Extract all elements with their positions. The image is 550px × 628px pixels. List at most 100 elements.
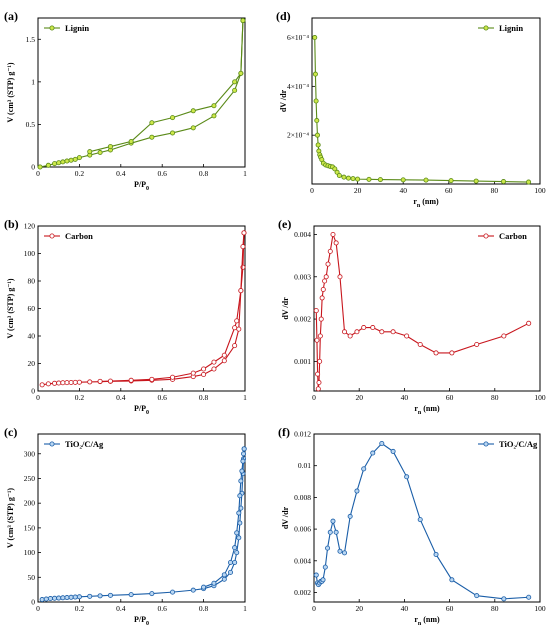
legend-marker: [483, 233, 489, 239]
data-point: [39, 597, 45, 603]
data-point: [60, 380, 66, 386]
data-point: [170, 115, 176, 121]
x-tick-label: 80: [491, 393, 499, 402]
x-tick-label: 60: [445, 186, 453, 195]
data-point: [72, 156, 78, 162]
data-point: [64, 158, 70, 164]
y-tick-label: 2×10⁻⁴: [287, 131, 309, 140]
x-tick-label: 0: [310, 186, 314, 195]
data-point: [325, 261, 331, 267]
data-point: [56, 160, 62, 166]
data-point: [312, 71, 318, 77]
data-point: [337, 548, 343, 554]
y-tick-label: 50: [28, 573, 36, 582]
plot-frame: [37, 225, 246, 392]
data-point: [234, 318, 240, 324]
data-point: [76, 379, 82, 385]
data-point: [341, 174, 347, 180]
data-point: [313, 572, 319, 578]
legend-marker: [49, 25, 55, 31]
data-point: [377, 177, 383, 183]
data-point: [128, 377, 134, 383]
data-point: [332, 166, 338, 172]
data-point: [37, 164, 43, 170]
data-point: [501, 179, 507, 185]
data-point: [170, 130, 176, 136]
data-point: [433, 350, 439, 356]
x-axis-title: P/P0: [134, 404, 149, 416]
x-tick-label: 0.4: [116, 169, 126, 178]
data-point: [87, 149, 93, 155]
x-axis-title: rn (nm): [413, 197, 439, 209]
y-tick-label: 150: [24, 523, 36, 532]
panel-label: (c): [4, 425, 17, 439]
y-tick-label: 250: [24, 474, 36, 483]
y-tick-label: 40: [28, 332, 36, 341]
data-point: [232, 325, 238, 331]
data-point: [345, 175, 351, 181]
data-point: [221, 572, 227, 578]
panel-label: (d): [276, 9, 291, 23]
y-tick-label: 300: [24, 449, 36, 458]
data-point: [317, 358, 323, 364]
data-point: [312, 35, 318, 41]
x-tick-label: 0.2: [75, 604, 85, 613]
data-point: [323, 274, 329, 280]
data-point: [211, 113, 217, 119]
data-point: [221, 576, 227, 582]
x-tick-label: 1: [243, 604, 247, 613]
y-tick-label: 0: [31, 598, 35, 607]
legend-label: Lignin: [65, 23, 89, 33]
data-point: [330, 518, 336, 524]
x-axis-label: r: [414, 404, 418, 413]
data-point: [228, 569, 234, 575]
chart-panel: 0 0.2 0.4 0.6 0.8 100.511.5P/P0V (cm³ (STP) g…: [4, 9, 247, 192]
data-point: [390, 448, 396, 454]
data-point: [232, 559, 238, 565]
data-point: [107, 378, 113, 384]
data-point: [60, 595, 66, 601]
data-point: [170, 374, 176, 380]
x-tick-label: 0.4: [116, 604, 126, 613]
data-point: [400, 177, 406, 183]
y-tick-label: 0.001: [294, 357, 311, 366]
series-line: [89, 20, 244, 153]
data-point: [47, 596, 53, 602]
data-point: [190, 125, 196, 131]
data-point: [72, 594, 78, 600]
data-point: [149, 134, 155, 140]
data-point: [317, 333, 323, 339]
data-point: [347, 513, 353, 519]
chart-panel: 0 20 40 60 80 100 2×10⁻⁴ 4×10⁻⁴ 6×10⁻⁴ rn (nm) dV …: [276, 9, 546, 209]
data-point: [211, 103, 217, 109]
data-point: [238, 478, 244, 484]
data-point: [232, 343, 238, 349]
x-tick-label: 60: [446, 393, 454, 402]
data-point: [370, 450, 376, 456]
data-point: [45, 162, 51, 168]
data-point: [211, 359, 217, 365]
data-point: [322, 564, 328, 570]
x-tick-label: 0: [312, 393, 316, 402]
y-tick-label: 0.012: [294, 430, 311, 439]
y-axis-title: dV /dr: [281, 506, 290, 529]
legend-label: Lignin: [499, 23, 523, 33]
data-point: [423, 177, 429, 183]
data-point: [449, 577, 455, 583]
data-point: [87, 593, 93, 599]
data-point: [241, 230, 247, 236]
y-tick-label: 100: [24, 548, 36, 557]
data-point: [325, 545, 331, 551]
x-tick-label: 0.2: [75, 393, 85, 402]
data-point: [342, 329, 348, 335]
data-point: [190, 587, 196, 593]
y-tick-label: 100: [24, 249, 36, 258]
data-point: [236, 510, 242, 516]
data-point: [355, 176, 361, 182]
legend-label: Carbon: [499, 231, 527, 241]
x-axis-label: P/P: [134, 404, 146, 413]
data-point: [76, 594, 82, 600]
data-point: [361, 466, 367, 472]
x-tick-label: 60: [446, 604, 454, 613]
